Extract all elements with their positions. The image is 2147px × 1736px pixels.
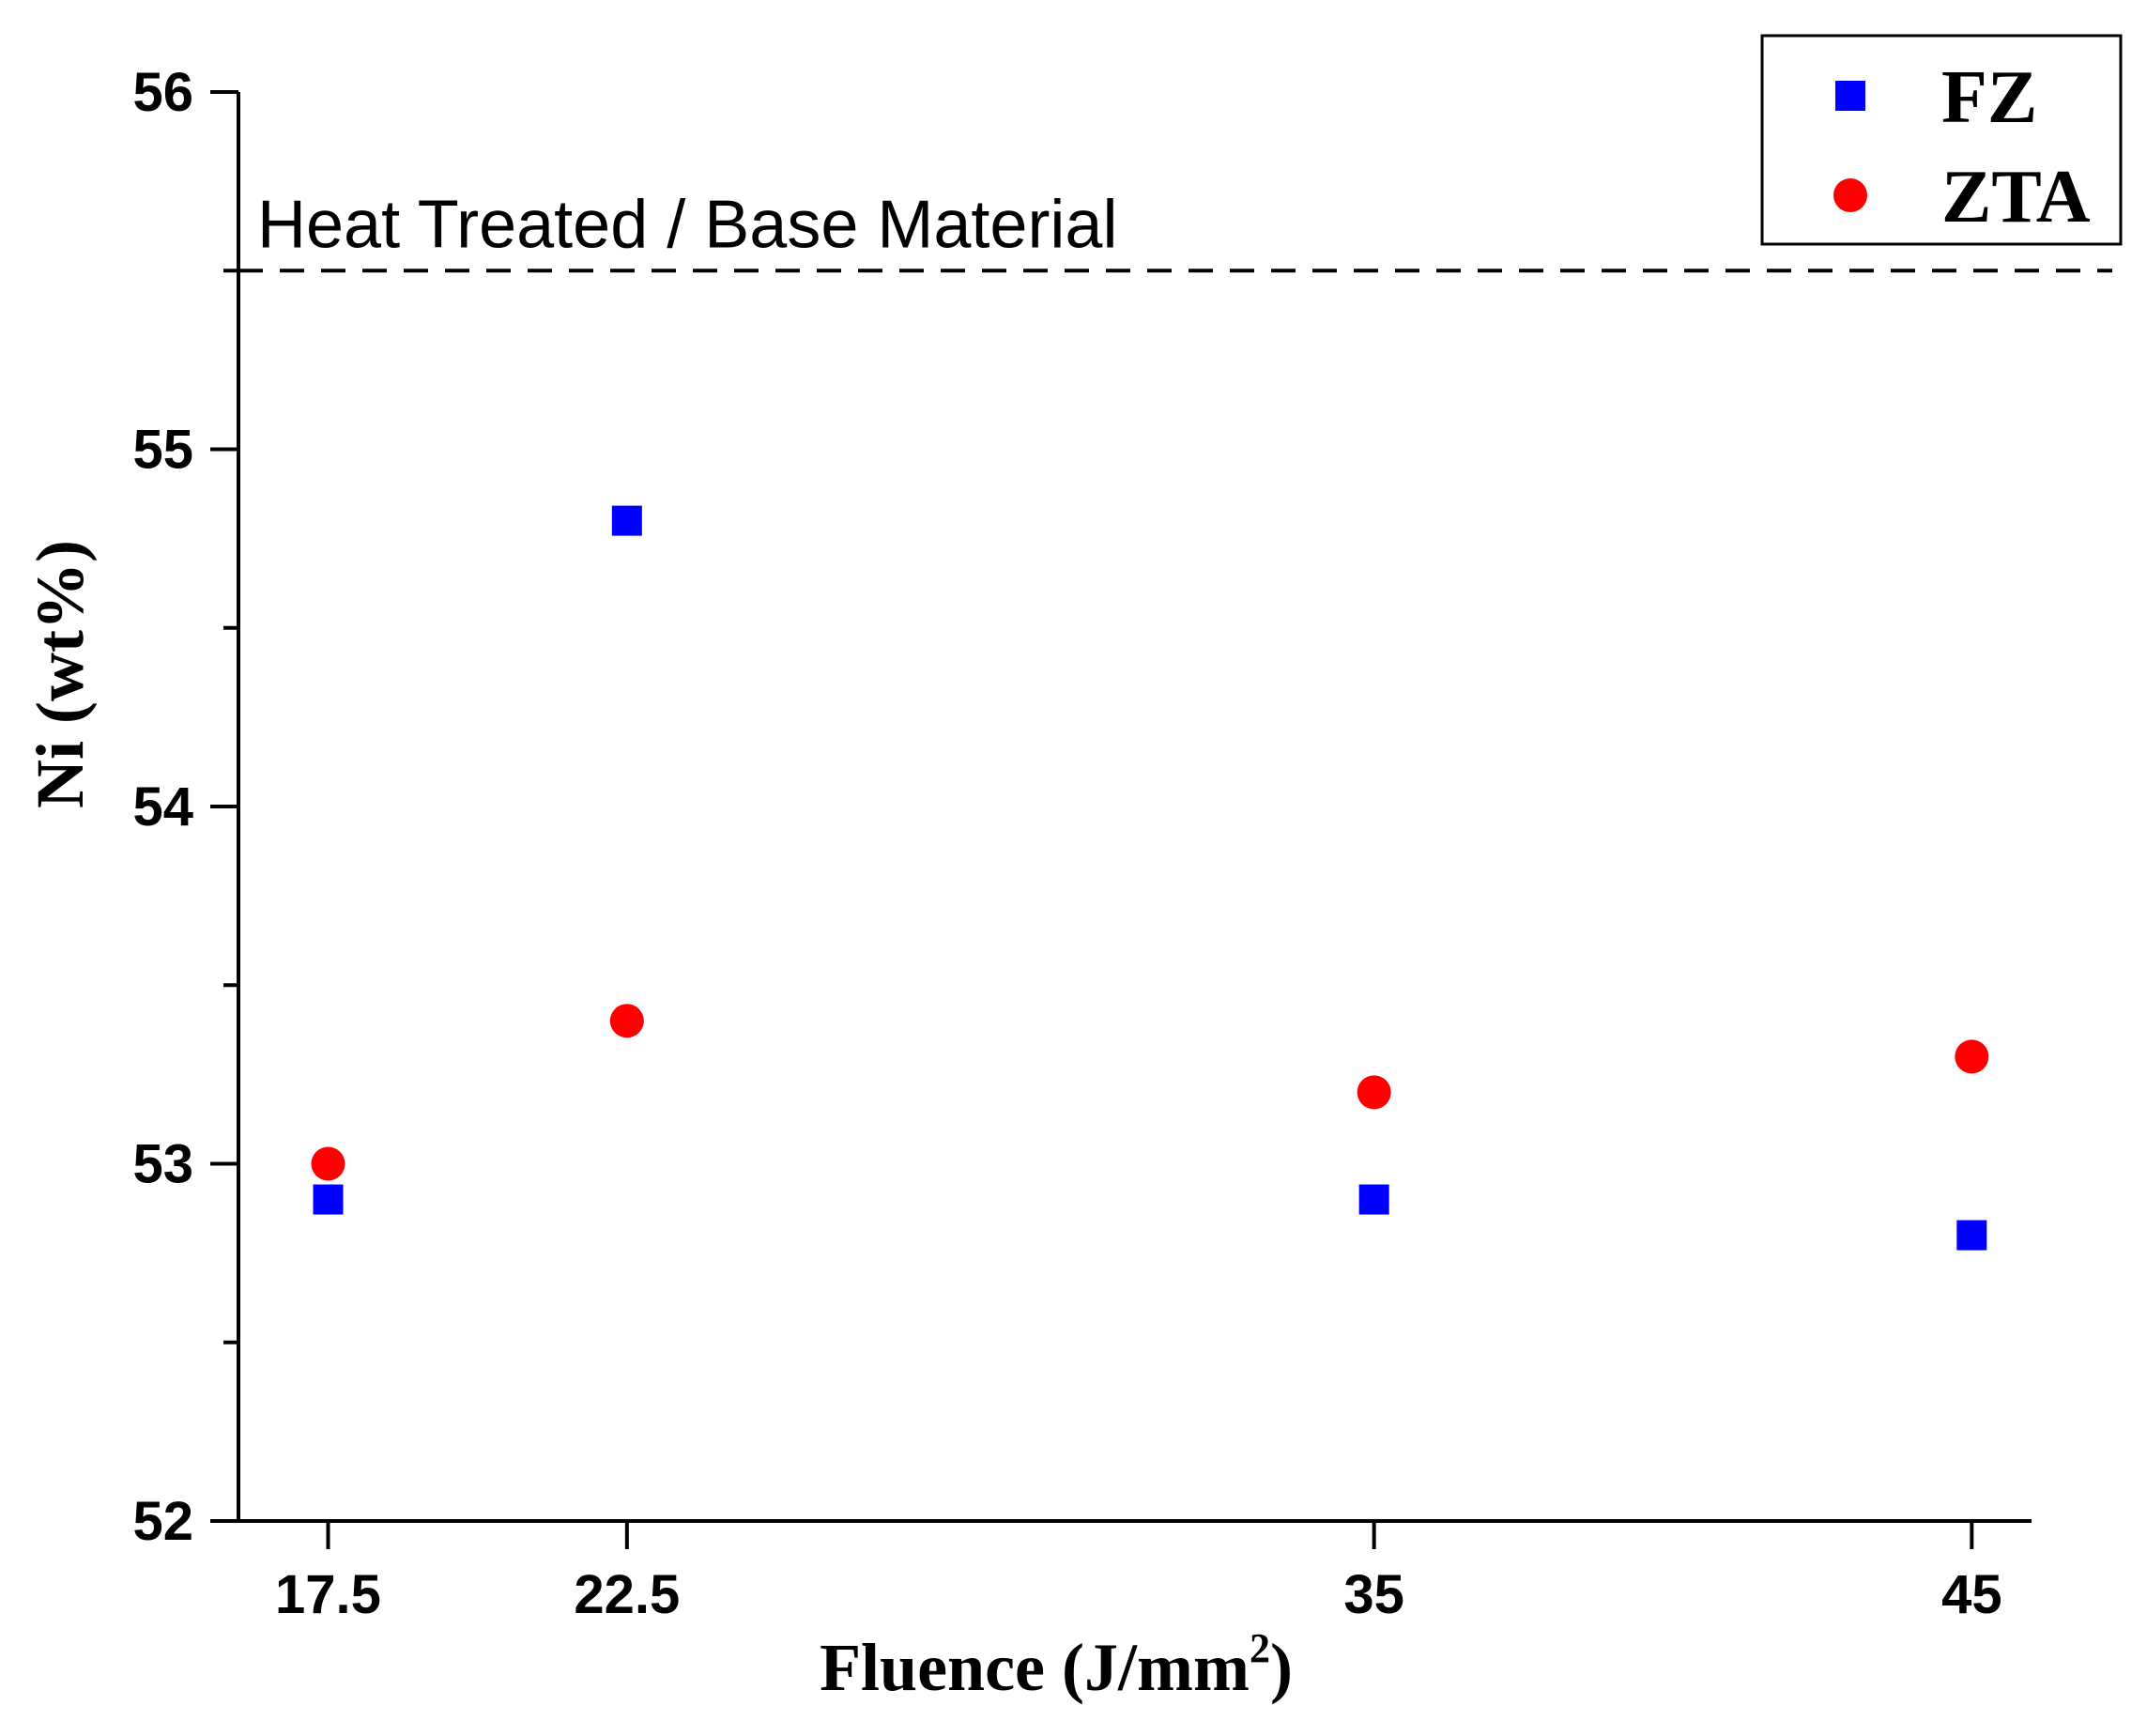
y-tick-label: 53 [132,1134,193,1195]
legend-label-fz: FZ [1941,56,2037,139]
x-tick-label: 35 [1343,1564,1404,1625]
x-tick-label: 22.5 [574,1564,680,1625]
point-zta [311,1146,345,1181]
point-zta [609,1004,644,1038]
point-fz [1956,1220,1987,1251]
point-fz [611,505,642,536]
axes: 52 53 54 55 56 17.5 22.5 35 45 [132,62,2032,1625]
y-axis-title: Ni (wt%) [23,540,98,808]
reference-line-label: Heat Treated / Base Material [257,187,1117,262]
data-points [311,505,1989,1251]
axis-titles: Fluence (J/mm2) Ni (wt%) [23,540,1293,1705]
legend-marker-zta [1833,178,1867,212]
point-fz [313,1184,344,1215]
point-fz [1358,1184,1389,1215]
reference-line-group: Heat Treated / Base Material [238,187,2112,273]
legend-marker-fz [1835,81,1865,111]
x-axis-title-main: Fluence (J/mm [820,1630,1250,1705]
point-zta [1955,1039,1989,1074]
y-tick-label: 55 [132,420,193,481]
y-tick-label: 52 [132,1491,193,1552]
legend-box [1760,34,2123,246]
x-axis-title: Fluence (J/mm2) [820,1625,1293,1705]
x-axis-title-superscript: 2 [1250,1625,1270,1671]
x-tick-label: 17.5 [275,1564,381,1625]
legend: FZ ZTA [1760,34,2123,246]
x-axis-title-close: ) [1270,1630,1293,1705]
y-tick-label: 54 [132,776,193,837]
point-zta [1357,1075,1391,1110]
y-tick-label: 56 [132,62,193,123]
legend-label-zta: ZTA [1941,156,2091,238]
x-tick-label: 45 [1941,1564,2002,1625]
